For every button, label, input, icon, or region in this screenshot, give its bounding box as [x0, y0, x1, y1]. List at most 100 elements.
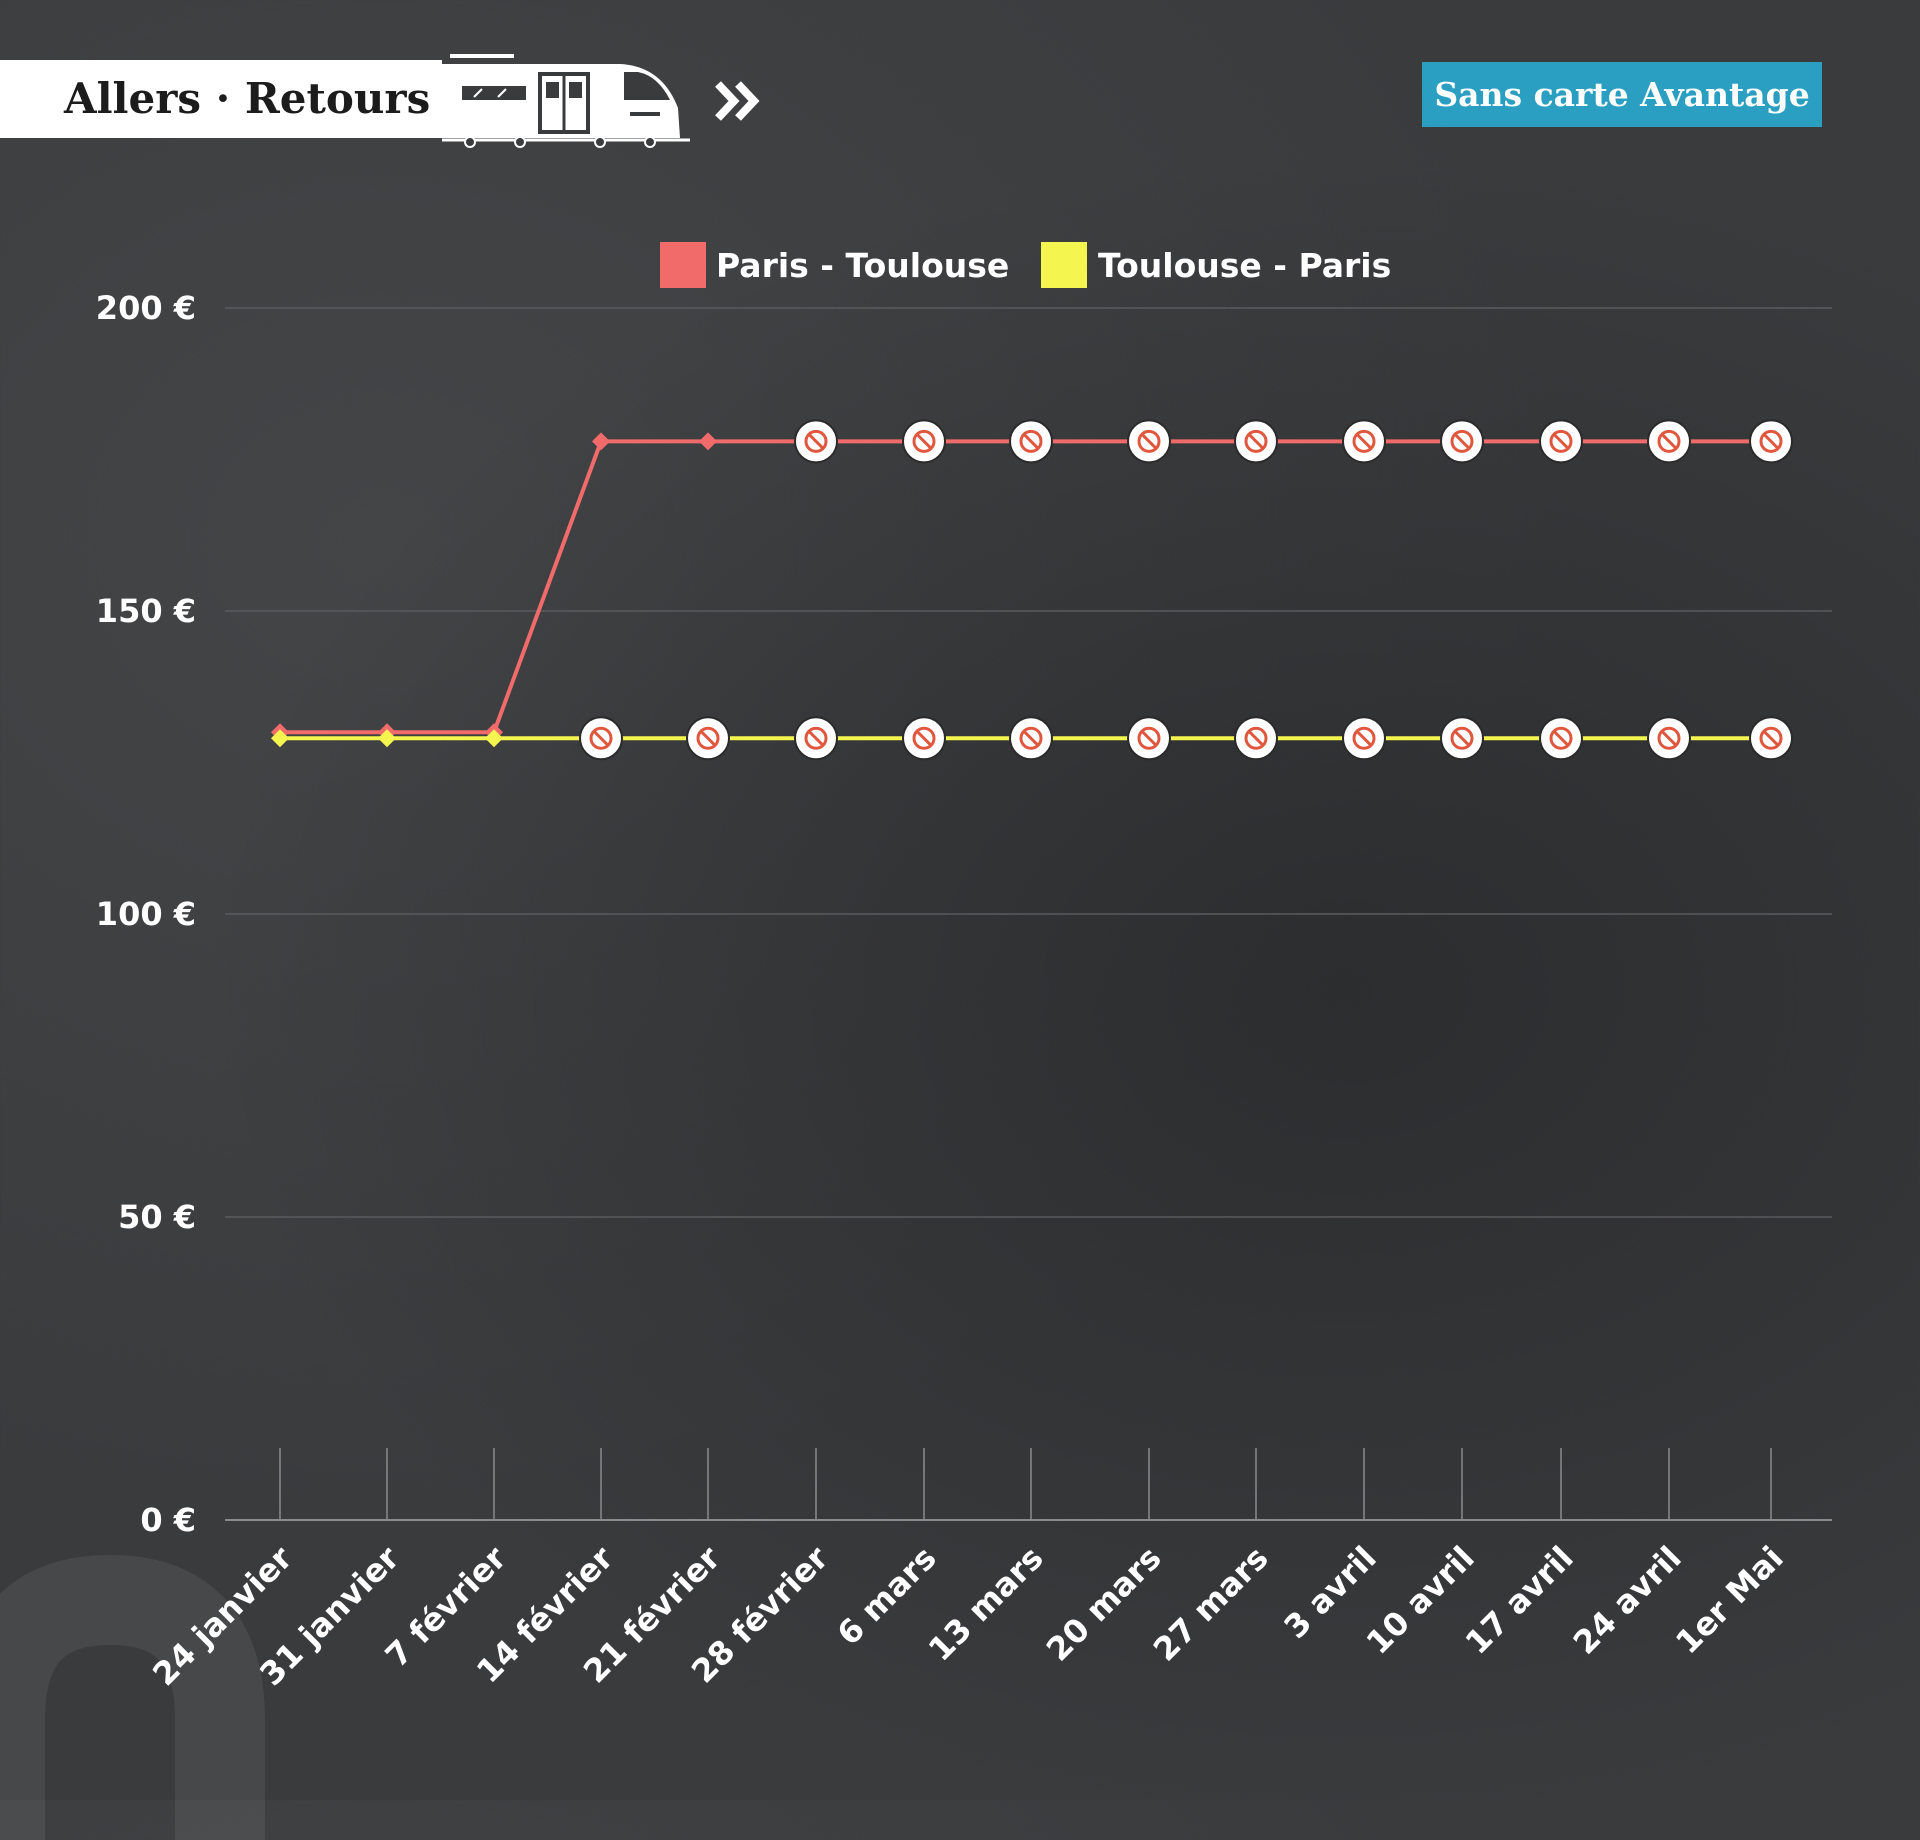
no-entry-icon — [902, 716, 946, 761]
no-entry-slash — [1762, 730, 1780, 747]
no-entry-icon — [1647, 716, 1691, 761]
no-entry-ring — [804, 726, 828, 750]
no-entry-ring — [912, 429, 936, 453]
no-entry-ring — [804, 429, 828, 453]
legend-label: Toulouse - Paris — [1098, 246, 1391, 285]
no-entry-icon — [1749, 716, 1793, 761]
no-entry-slash — [1355, 433, 1373, 450]
no-entry-slash — [1552, 730, 1570, 747]
header-bar — [0, 60, 442, 138]
no-entry-ring — [1450, 429, 1474, 453]
no-entry-slash — [592, 730, 610, 747]
series-line — [280, 439, 1771, 735]
chart-grid — [225, 307, 1832, 1521]
no-entry-ring — [1352, 726, 1376, 750]
no-entry-ring — [1137, 429, 1161, 453]
chart-legend: Paris - Toulouse Toulouse - Paris — [660, 242, 1391, 288]
no-entry-ring — [1019, 726, 1043, 750]
y-tick-label: 0 € — [140, 1501, 196, 1539]
no-entry-icon — [1440, 716, 1484, 761]
y-tick-label: 150 € — [96, 592, 196, 630]
no-entry-slash — [915, 433, 933, 450]
y-axis: 0 € 50 € 100 € 150 € 200 € — [96, 289, 196, 1539]
no-entry-icon — [686, 716, 730, 761]
no-entry-slash — [1762, 433, 1780, 450]
no-entry-slash — [1552, 433, 1570, 450]
no-entry-icon — [902, 419, 946, 464]
data-point — [271, 729, 289, 748]
x-tick-label: 10 avril — [1359, 1539, 1482, 1662]
no-entry-icon — [1539, 419, 1583, 464]
x-tick-label: 13 mars — [921, 1539, 1051, 1669]
no-entry-ring — [1549, 726, 1573, 750]
x-tick-label: 27 mars — [1146, 1539, 1276, 1669]
no-entry-ring — [1137, 726, 1161, 750]
y-tick-label: 100 € — [96, 895, 196, 933]
no-entry-icon — [1234, 419, 1278, 464]
no-entry-slash — [699, 730, 717, 747]
page-title: Allers · Retours — [64, 74, 431, 123]
no-entry-ring — [1657, 429, 1681, 453]
no-entry-slash — [1453, 433, 1471, 450]
no-entry-icon — [1342, 419, 1386, 464]
legend-swatch — [660, 242, 706, 288]
no-entry-slash — [1355, 730, 1373, 747]
no-entry-icon — [579, 716, 623, 761]
no-entry-ring — [1549, 429, 1573, 453]
no-entry-icon — [1009, 419, 1053, 464]
no-entry-slash — [1453, 730, 1471, 747]
no-entry-ring — [912, 726, 936, 750]
x-tick-label: 17 avril — [1458, 1539, 1581, 1662]
x-tick-label: 24 avril — [1566, 1539, 1689, 1662]
no-entry-icon — [1234, 716, 1278, 761]
y-tick-label: 50 € — [118, 1198, 196, 1236]
train-icon — [442, 54, 690, 148]
no-entry-slash — [1660, 730, 1678, 747]
no-entry-ring — [1450, 726, 1474, 750]
no-entry-slash — [915, 730, 933, 747]
card-type-badge: Sans carte Avantage — [1422, 62, 1822, 127]
no-entry-ring — [1352, 429, 1376, 453]
no-entry-ring — [589, 726, 613, 750]
series-lines — [280, 439, 1771, 741]
no-entry-slash — [807, 433, 825, 450]
no-entry-ring — [1244, 429, 1268, 453]
x-tick-label: 1er Mai — [1668, 1539, 1791, 1662]
y-tick-label: 200 € — [96, 289, 196, 327]
no-entry-icon — [1127, 419, 1171, 464]
no-entry-icon — [1647, 419, 1691, 464]
logo-watermark — [0, 1554, 265, 1840]
no-entry-icon — [794, 716, 838, 761]
no-entry-ring — [1759, 429, 1783, 453]
no-entry-icon — [1009, 716, 1053, 761]
no-entry-slash — [1247, 433, 1265, 450]
data-point — [699, 432, 717, 451]
legend-swatch — [1041, 242, 1087, 288]
no-entry-ring — [1657, 726, 1681, 750]
no-entry-slash — [807, 730, 825, 747]
no-entry-slash — [1140, 730, 1158, 747]
no-entry-icon — [794, 419, 838, 464]
no-entry-icon — [1749, 419, 1793, 464]
data-point — [378, 729, 396, 748]
no-entry-icon — [1342, 716, 1386, 761]
no-entry-slash — [1022, 433, 1040, 450]
no-entry-ring — [1759, 726, 1783, 750]
no-entry-ring — [1244, 726, 1268, 750]
double-chevron-icon — [715, 81, 760, 121]
no-entry-icon — [1440, 419, 1484, 464]
no-entry-icon — [1539, 716, 1583, 761]
no-entry-icon — [1127, 716, 1171, 761]
data-point — [485, 729, 503, 748]
series-markers — [271, 419, 1793, 761]
x-tick-label: 20 mars — [1039, 1539, 1169, 1669]
data-point — [592, 432, 610, 451]
no-entry-slash — [1660, 433, 1678, 450]
no-entry-slash — [1247, 730, 1265, 747]
no-entry-ring — [696, 726, 720, 750]
no-entry-ring — [1019, 429, 1043, 453]
no-entry-slash — [1140, 433, 1158, 450]
no-entry-slash — [1022, 730, 1040, 747]
